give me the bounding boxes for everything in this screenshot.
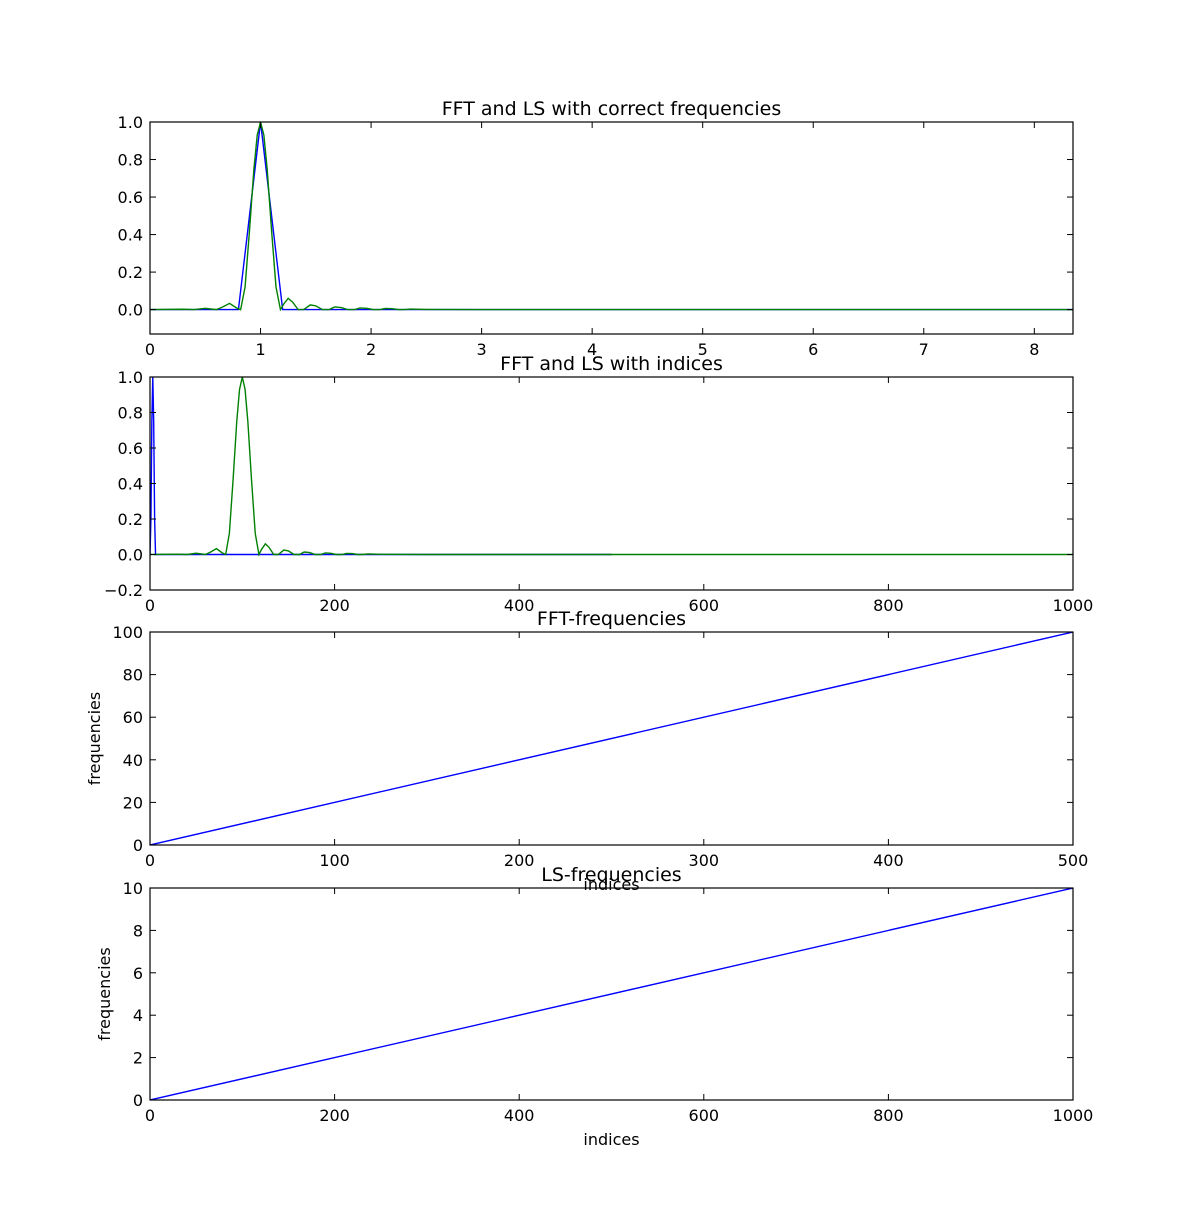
x-tick-label: 600 <box>689 596 720 615</box>
subplot-title: FFT and LS with indices <box>500 353 723 375</box>
x-tick-label: 8 <box>1029 340 1039 359</box>
y-tick-label: 2 <box>133 1049 143 1068</box>
x-tick-label: 200 <box>504 851 535 870</box>
y-tick-label: 1.0 <box>118 113 143 132</box>
y-tick-label: 6 <box>133 964 143 983</box>
y-tick-label: 0 <box>133 836 143 855</box>
x-tick-label: 800 <box>873 596 904 615</box>
subplot-4: 0 200 400 600 800 10000246810LS-frequenciesin… <box>95 864 1093 1149</box>
x-tick-label: 4 <box>587 340 597 359</box>
y-tick-label: 0.8 <box>118 404 143 423</box>
x-tick-label: 200 <box>319 1106 350 1125</box>
y-tick-label: 0.8 <box>118 151 143 170</box>
series-line-1 <box>150 888 1073 1100</box>
axes-frame <box>149 631 1074 846</box>
subplot-1: 0 1 2 3 4 5 6 7 8 0.0 0.2 0.4 0.6 0.8 1.0 FFT and LS wi… <box>118 98 1074 359</box>
y-tick-label: 0.0 <box>118 301 143 320</box>
y-tick-label: 40 <box>123 751 143 770</box>
x-tick-label: 200 <box>319 596 350 615</box>
x-tick-label: 0 <box>145 851 155 870</box>
axes-frame <box>149 376 1074 591</box>
y-tick-label: 0.6 <box>118 188 143 207</box>
y-tick-label: 0.4 <box>118 226 143 245</box>
subplot-3: 0 100 200 300 400 500 0 20 40 60 80 100 FFT-frequenc… <box>85 608 1088 894</box>
y-tick-label: 80 <box>123 666 143 685</box>
x-tick-label: 800 <box>873 1106 904 1125</box>
y-tick-label: 60 <box>123 708 143 727</box>
x-tick-label: 600 <box>689 1106 720 1125</box>
y-tick-label: 0.6 <box>118 439 143 458</box>
x-tick-label: 1000 <box>1053 596 1094 615</box>
y-tick-label: 0.0 <box>118 546 143 565</box>
y-tick-label: 0.4 <box>118 475 143 494</box>
y-tick-label: 0.2 <box>118 510 143 529</box>
y-tick-label: 8 <box>133 921 143 940</box>
x-tick-label: 2 <box>366 340 376 359</box>
subplot-2: 0 200 400 600 800 1000 −0.2 0.0 0.2 0.4 0.6 0.8 1.0 F… <box>104 353 1093 615</box>
x-tick-label: 5 <box>698 340 708 359</box>
x-tick-label: 1000 <box>1053 1106 1094 1125</box>
x-tick-label: 300 <box>689 851 720 870</box>
series-line-1 <box>150 122 1073 311</box>
x-tick-label: 0 <box>145 596 155 615</box>
x-tick-label: 400 <box>504 1106 535 1125</box>
subplot-title: LS-frequencies <box>541 864 681 886</box>
y-tick-label: 100 <box>112 623 143 642</box>
y-tick-label: 10 <box>123 879 143 898</box>
x-axis-label: indices <box>583 1130 639 1149</box>
x-tick-label: 3 <box>477 340 487 359</box>
x-tick-label: 7 <box>919 340 929 359</box>
x-tick-label: 1 <box>255 340 265 359</box>
x-axis-label: indices <box>583 875 639 894</box>
x-tick-label: 400 <box>873 851 904 870</box>
y-tick-label: −0.2 <box>104 581 143 600</box>
x-tick-label: 400 <box>504 596 535 615</box>
series-line-2 <box>150 377 1073 557</box>
series-line-2 <box>150 122 1073 312</box>
y-tick-label: 20 <box>123 793 143 812</box>
x-tick-label: 0 <box>145 1106 155 1125</box>
x-tick-label: 500 <box>1058 851 1089 870</box>
subplot-title: FFT-frequencies <box>537 608 686 630</box>
y-axis-label: frequencies <box>85 692 104 785</box>
x-tick-label: 100 <box>319 851 350 870</box>
series-line-1 <box>150 632 1073 845</box>
y-tick-label: 0.2 <box>118 263 143 282</box>
subplot-title: FFT and LS with correct frequencies <box>442 98 781 120</box>
x-tick-label: 6 <box>808 340 818 359</box>
y-tick-label: 0 <box>133 1091 143 1110</box>
y-tick-label: 1.0 <box>118 368 143 387</box>
x-tick-label: 0 <box>145 340 155 359</box>
series-line-1 <box>150 377 612 556</box>
y-axis-label: frequencies <box>95 947 114 1040</box>
axes-frame <box>149 887 1074 1101</box>
axes-frame <box>149 121 1074 335</box>
y-tick-label: 4 <box>133 1006 143 1025</box>
